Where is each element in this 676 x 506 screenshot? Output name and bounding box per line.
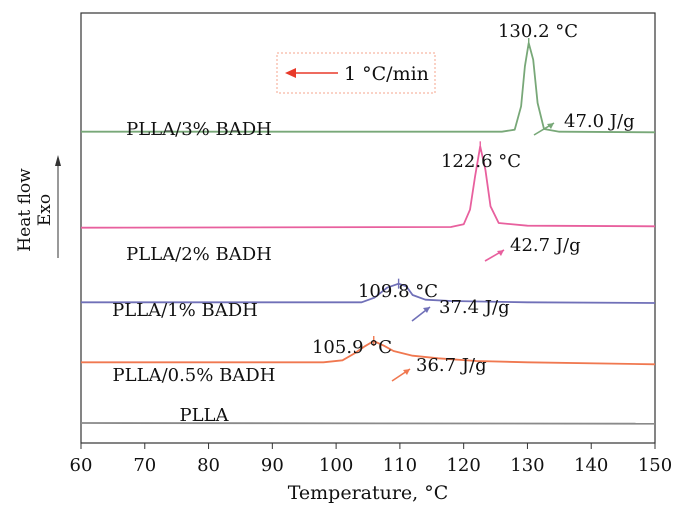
series-label-plla-1-badh: PLLA/1% BADH <box>112 300 258 321</box>
enthalpy-label-plla-1-badh: 37.4 J/g <box>439 297 510 318</box>
peak-temp-label-plla-3-badh: 130.2 °C <box>498 21 578 42</box>
y-axis-label: Heat flow Exo <box>15 168 55 252</box>
x-tick-label: 130 <box>510 455 544 476</box>
rate-annotation-text: 1 °C/min <box>344 63 429 85</box>
peak-temp-label-plla-0-5-badh: 105.9 °C <box>312 337 392 358</box>
enthalpy-label-plla-0-5-badh: 36.7 J/g <box>416 355 487 376</box>
x-tick-label: 140 <box>574 455 608 476</box>
enthalpy-label-plla-2-badh: 42.7 J/g <box>510 235 581 256</box>
peak-temp-label-plla-2-badh: 122.6 °C <box>441 151 521 172</box>
series-line-plla <box>80 422 656 425</box>
peak-temp-label-plla-1-badh: 109.8 °C <box>358 281 438 302</box>
x-axis-ticks: 60 70 80 90 100 110 120 130 140 150 <box>70 443 672 476</box>
enthalpy-pointer-head-plla-2-badh <box>497 250 504 256</box>
x-tick-label: 70 <box>133 455 156 476</box>
series-label-plla-0-5-badh: PLLA/0.5% BADH <box>113 365 276 386</box>
y-axis-direction: Exo <box>35 194 55 226</box>
series-line-plla-1-badh <box>81 282 656 304</box>
rate-annotation-box <box>276 52 436 94</box>
y-axis-title: Heat flow <box>15 168 35 252</box>
enthalpy-pointer-head-plla-3-badh <box>547 123 554 129</box>
label-layer: PLLA PLLA/0.5% BADH 105.9 °C 36.7 J/g PLLA/1… <box>112 21 634 426</box>
rate-arrow-head <box>285 68 296 78</box>
x-axis-title: Temperature, °C <box>288 482 449 504</box>
x-tick-label: 60 <box>70 455 93 476</box>
series-label-plla-3-badh: PLLA/3% BADH <box>126 119 272 140</box>
rate-annotation: 1 °C/min <box>276 52 436 94</box>
x-tick-label: 110 <box>383 455 417 476</box>
enthalpy-pointer-head-plla-0-5-badh <box>403 369 410 375</box>
series-line-plla-0-5-badh <box>81 340 656 366</box>
x-tick-label: 120 <box>446 455 480 476</box>
x-tick-label: 100 <box>319 455 353 476</box>
series-line-plla-2-badh <box>80 145 656 229</box>
x-tick-label: 90 <box>261 455 284 476</box>
enthalpy-label-plla-3-badh: 47.0 J/g <box>564 111 635 132</box>
enthalpy-pointer-head-plla-1-badh <box>423 307 430 313</box>
series-label-plla: PLLA <box>179 405 229 426</box>
plot-frame <box>80 12 656 444</box>
x-tick-label: 80 <box>197 455 220 476</box>
y-axis-exo-arrow-head <box>55 155 61 166</box>
series-label-plla-2-badh: PLLA/2% BADH <box>126 244 272 265</box>
x-tick-label: 150 <box>638 455 672 476</box>
